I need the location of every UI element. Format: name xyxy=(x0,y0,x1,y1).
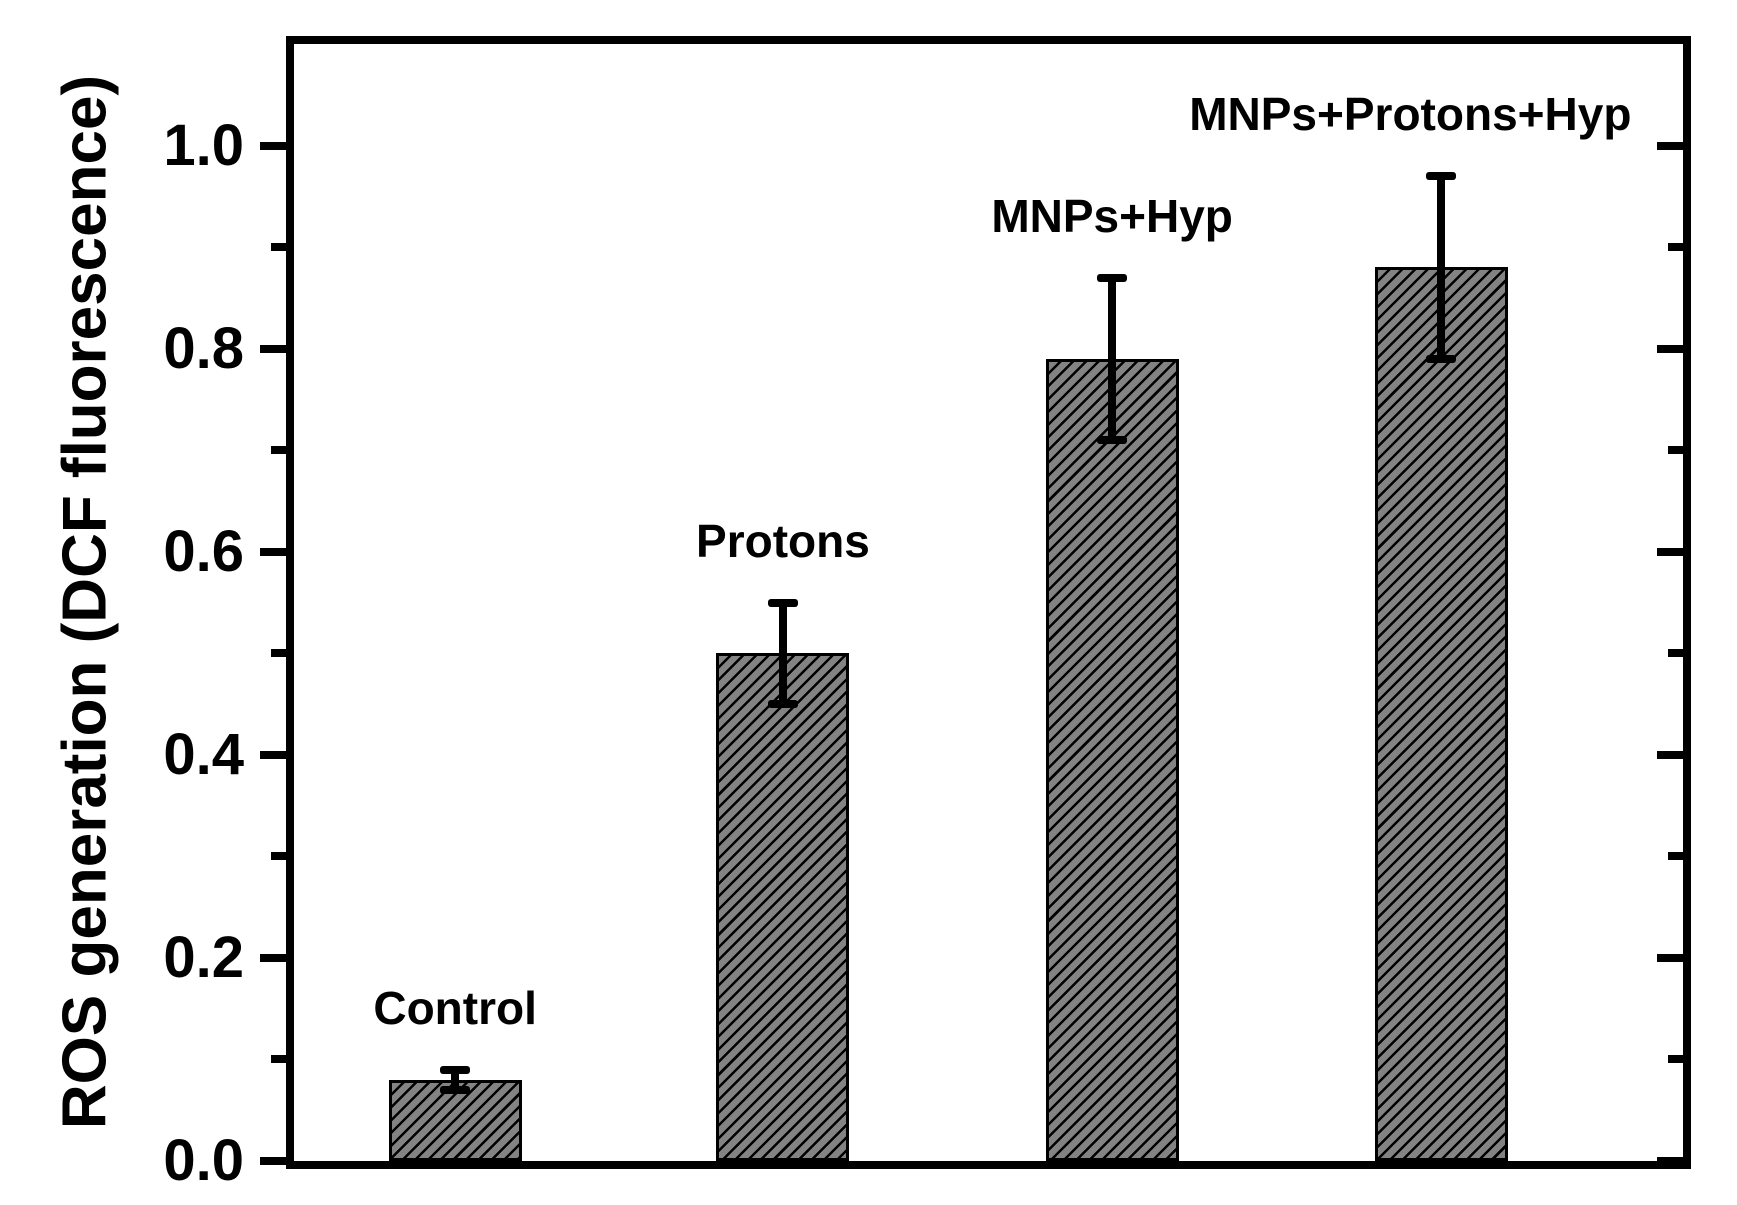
error-bar-cap-bottom xyxy=(440,1085,471,1094)
y-axis-right-major-tick xyxy=(1657,141,1683,150)
error-bar-stem xyxy=(1108,277,1117,441)
error-bar-cap-bottom xyxy=(1426,354,1457,363)
bar-category-label: Protons xyxy=(696,514,870,567)
y-axis-minor-tick xyxy=(271,446,286,455)
error-bar-cap-bottom xyxy=(1097,436,1128,445)
plot-area: 0.0 0.2 0.4 0.6 0.8 1.0 Control Protons MNPs+Hyp… xyxy=(163,36,1691,1190)
bar-category-label: MNPs+Hyp xyxy=(991,189,1233,242)
y-axis-tick-label: 1.0 xyxy=(163,112,244,178)
y-axis-right-minor-tick xyxy=(1668,649,1683,658)
y-axis-major-tick xyxy=(260,344,286,353)
y-axis-tick-label: 0.8 xyxy=(163,315,244,381)
error-bar-cap-bottom xyxy=(767,700,798,709)
bar-category-label: MNPs+Protons+Hyp xyxy=(1189,88,1632,140)
y-axis-major-tick xyxy=(260,750,286,759)
y-axis-minor-tick xyxy=(271,649,286,658)
y-axis-minor-tick xyxy=(271,243,286,252)
error-bar-stem xyxy=(1437,176,1446,359)
error-bar-cap-top xyxy=(1097,273,1128,282)
y-axis-major-tick xyxy=(260,547,286,556)
error-bar-stem xyxy=(778,602,787,705)
y-axis-tick-label: 0.2 xyxy=(163,924,244,990)
y-axis-tick-label: 0.4 xyxy=(163,721,244,787)
error-bar-cap-top xyxy=(767,598,798,607)
y-axis-right-major-tick xyxy=(1657,547,1683,556)
error-bar-cap-top xyxy=(440,1065,471,1074)
y-axis-right-major-tick xyxy=(1657,1157,1683,1165)
bar-category-label: Control xyxy=(373,981,537,1034)
y-axis-right-minor-tick xyxy=(1668,243,1683,252)
y-axis-right-major-tick xyxy=(1657,953,1683,962)
y-axis-right-major-tick xyxy=(1657,750,1683,759)
bar-protons xyxy=(716,653,850,1161)
error-bar-cap-top xyxy=(1426,172,1457,180)
y-axis-tick-label: 0.6 xyxy=(163,518,244,584)
bar-mnps-protons-hyp xyxy=(1374,267,1508,1161)
y-axis-major-tick xyxy=(260,141,286,150)
y-axis-minor-tick xyxy=(271,1055,286,1064)
y-axis-major-tick xyxy=(260,953,286,962)
error-bar-stem xyxy=(451,1069,460,1090)
y-axis-minor-tick xyxy=(271,852,286,861)
bar-mnps-hyp xyxy=(1045,358,1179,1161)
y-axis-tick-label: 0.0 xyxy=(163,1128,244,1193)
y-axis-major-tick xyxy=(260,1157,286,1165)
y-axis-right-minor-tick xyxy=(1668,1055,1683,1064)
y-axis-right-major-tick xyxy=(1657,344,1683,353)
y-axis-right-minor-tick xyxy=(1668,852,1683,861)
y-axis-right-minor-tick xyxy=(1668,446,1683,455)
